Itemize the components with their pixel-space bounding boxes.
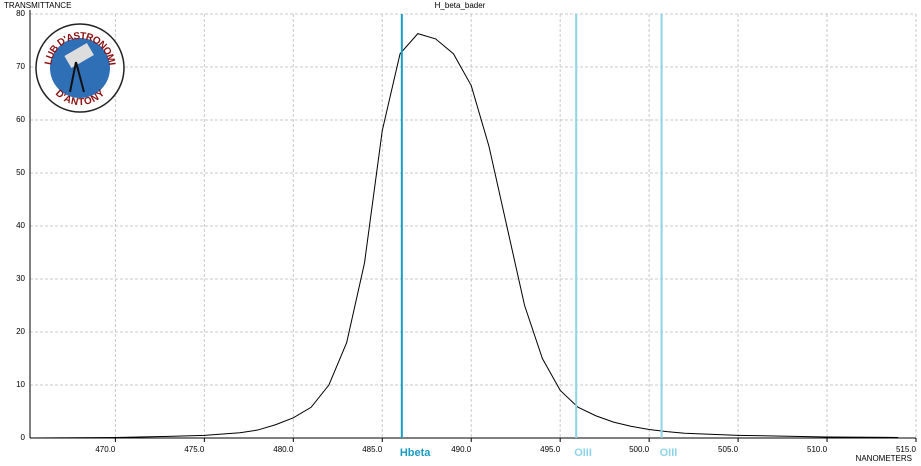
x-tick-label: 480.0	[273, 445, 294, 454]
y-tick-label: 0	[21, 433, 26, 442]
logo: CLUB D'ASTRONOMIE D'ANTONY	[0, 0, 125, 113]
logo-disc	[50, 38, 110, 98]
x-tick-label: 505.0	[718, 445, 739, 454]
x-tick-label: 475.0	[184, 445, 205, 454]
logo-tripod	[69, 61, 77, 93]
emission-line-label: Hbeta	[400, 447, 431, 459]
y-tick-label: 60	[16, 115, 25, 124]
chart-title: H_beta_bader	[435, 1, 486, 10]
x-tick-label: 490.0	[451, 445, 472, 454]
emission-line-label: OIII	[574, 447, 592, 459]
x-tick-label: 515.0	[896, 445, 917, 454]
x-tick-label: 500.0	[629, 445, 650, 454]
logo-telescope	[64, 42, 94, 69]
y-tick-label: 40	[16, 221, 25, 230]
logo-tripod	[75, 61, 85, 93]
x-tick-label: 495.0	[540, 445, 561, 454]
y-tick-label: 50	[16, 168, 25, 177]
emission-line-label: OIII	[660, 447, 678, 459]
y-axis-label: TRANSMITTANCE	[4, 1, 71, 10]
x-tick-label: 510.0	[807, 445, 828, 454]
transmission-curve	[29, 33, 899, 439]
y-tick-label: 30	[16, 274, 25, 283]
y-tick-label: 20	[16, 327, 25, 336]
x-tick-label: 485.0	[362, 445, 383, 454]
y-tick-label: 80	[16, 9, 25, 18]
x-axis-label: NANOMETERS	[856, 454, 912, 463]
y-tick-label: 70	[16, 62, 25, 71]
y-tick-label: 10	[16, 380, 25, 389]
x-tick-label: 470.0	[95, 445, 116, 454]
